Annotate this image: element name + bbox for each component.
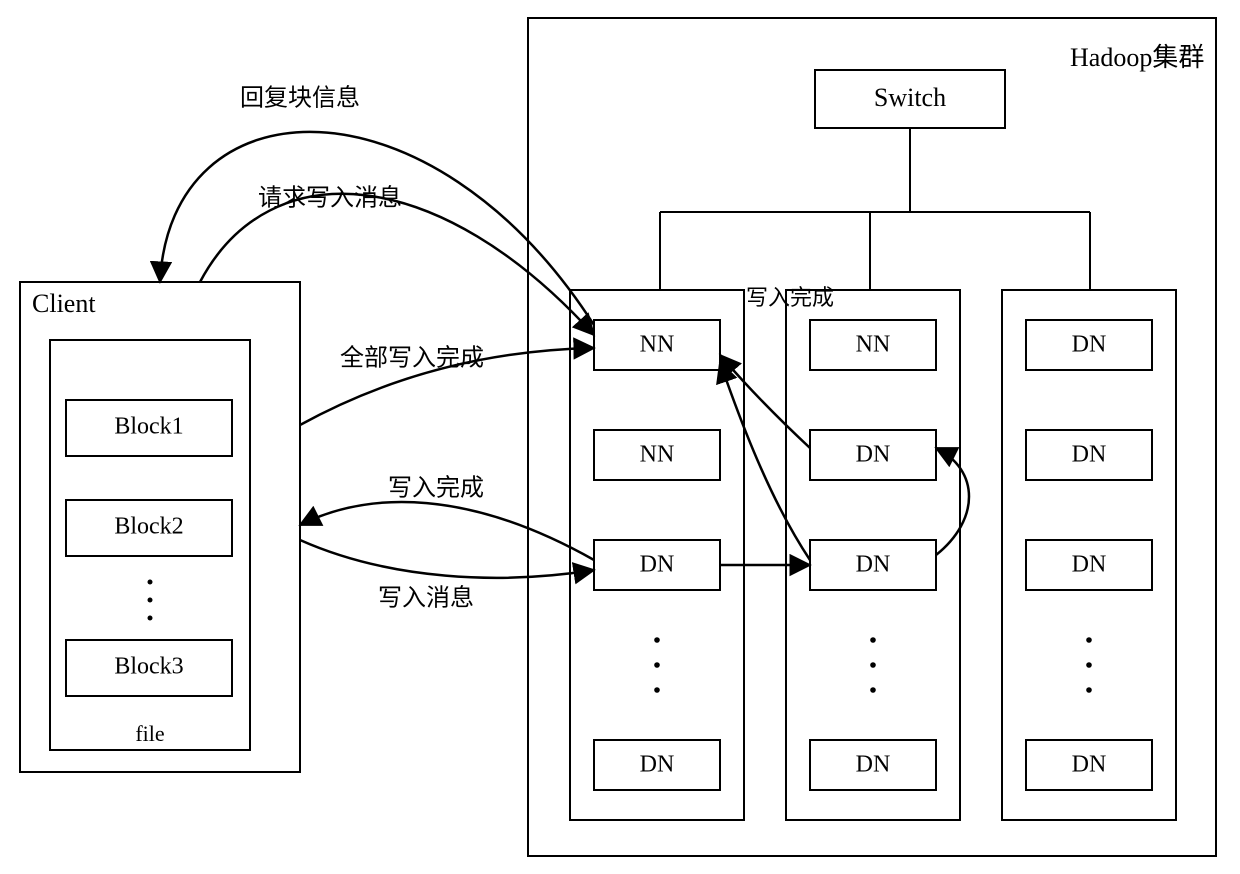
rack1-nn1-label: NN: [640, 332, 675, 358]
rack3-dn4-label: DN: [1072, 752, 1107, 778]
rack3-dn3-label: DN: [1072, 552, 1107, 578]
rack1-dn1-label: DN: [640, 552, 675, 578]
rack2-dn1-label: DN: [856, 442, 891, 468]
rack1-dn2-label: DN: [640, 752, 675, 778]
file-label: file: [135, 721, 164, 746]
client-title: Client: [32, 289, 96, 318]
rack3-dn1-label: DN: [1072, 332, 1107, 358]
rack2-dn2-label: DN: [856, 552, 891, 578]
rack-ellipsis-dot: [870, 687, 876, 693]
block3-label: Block3: [114, 654, 183, 680]
rack-inner-label: 写入完成: [746, 285, 834, 310]
cluster-title: Hadoop集群: [1070, 43, 1204, 72]
rack2-nn-label: NN: [856, 332, 891, 358]
rack-ellipsis-dot: [870, 637, 876, 643]
rack-ellipsis-dot: [654, 687, 660, 693]
rack3-dn2-label: DN: [1072, 442, 1107, 468]
block-ellipsis-dot: [148, 580, 153, 585]
rack-ellipsis-dot: [1086, 637, 1092, 643]
switch-label: Switch: [874, 83, 946, 112]
edge-write-done-label: 写入完成: [388, 475, 484, 502]
block-ellipsis-dot: [148, 616, 153, 621]
rack-ellipsis-dot: [654, 637, 660, 643]
rack1-nn2-label: NN: [640, 442, 675, 468]
rack-ellipsis-dot: [1086, 687, 1092, 693]
edge-reply-block-info-label: 回复块信息: [240, 85, 360, 112]
rack-ellipsis-dot: [870, 662, 876, 668]
rack2-dn3-label: DN: [856, 752, 891, 778]
edge-all-write-done-label: 全部写入完成: [340, 345, 484, 372]
rack-ellipsis-dot: [654, 662, 660, 668]
block2-label: Block2: [114, 514, 183, 540]
block-ellipsis-dot: [148, 598, 153, 603]
block1-label: Block1: [114, 414, 183, 440]
edge-request-write-label: 请求写入消息: [258, 185, 402, 212]
edge-write-msg-label: 写入消息: [378, 585, 474, 612]
rack-ellipsis-dot: [1086, 662, 1092, 668]
